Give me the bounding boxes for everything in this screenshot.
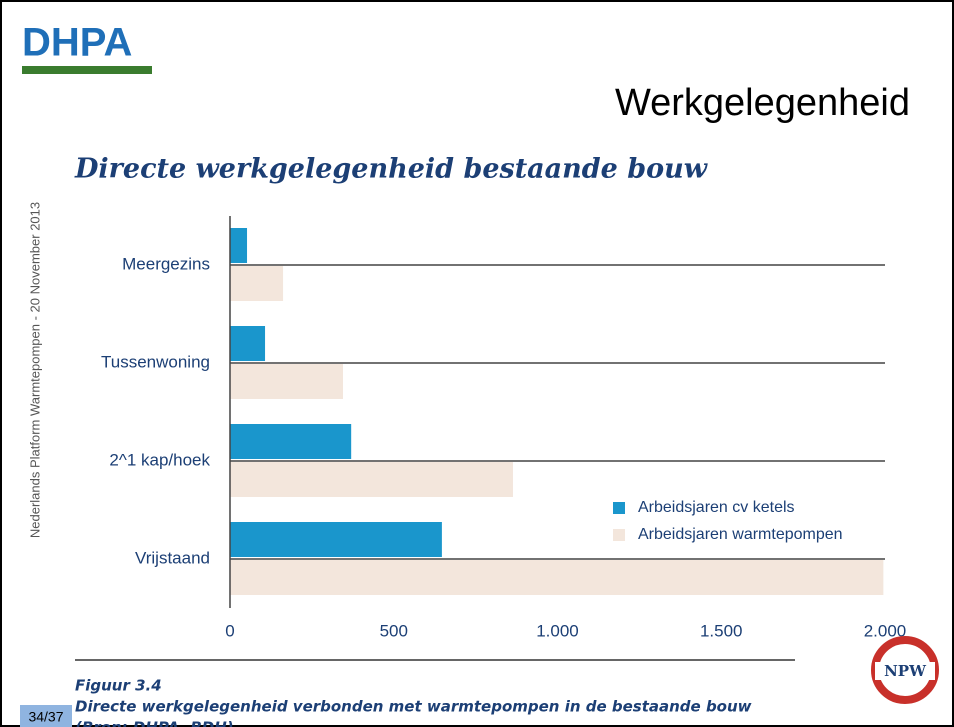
figure-caption: Directe werkgelegenheid verbonden met wa… <box>75 698 752 716</box>
slide-title: Werkgelegenheid <box>615 82 910 124</box>
legend-label: Arbeidsjaren warmtepompen <box>638 526 843 543</box>
legend-label: Arbeidsjaren cv ketels <box>638 499 795 516</box>
bar <box>230 560 884 595</box>
figure-source: (Bron: DHPA, BDH) <box>75 719 234 727</box>
logo-bar <box>22 66 152 74</box>
logo: DHPA <box>22 21 132 65</box>
side-text: Nederlands Platform Warmtepompen - 20 No… <box>27 202 42 538</box>
y-tick-label: Tussenwoning <box>101 352 210 371</box>
npw-band <box>875 662 935 680</box>
x-tick-label: 2.000 <box>864 621 907 640</box>
page-number: 34/37 <box>28 709 63 725</box>
bar <box>230 522 442 557</box>
chart-title: Directe werkgelegenheid bestaande bouw <box>74 154 709 185</box>
x-tick-label: 1.000 <box>536 621 579 640</box>
bar <box>230 228 248 263</box>
bar <box>230 326 266 361</box>
plot: 0 500 1.000 1.500 2.000 Meergezins Tussenwonin… <box>101 216 906 640</box>
page-number-box <box>20 705 72 727</box>
x-tick-label: 1.500 <box>700 621 743 640</box>
bar <box>230 364 343 399</box>
x-tick-label: 0 <box>225 621 234 640</box>
bar <box>230 462 513 497</box>
npw-logo: NPW <box>884 662 927 680</box>
x-tick-label: 500 <box>380 621 408 640</box>
legend-swatch <box>613 529 625 541</box>
bar <box>230 424 352 459</box>
figure-label: Figuur 3.4 <box>75 677 162 695</box>
legend-swatch <box>613 502 625 514</box>
y-tick-label: Meergezins <box>122 254 210 273</box>
bar <box>230 266 284 301</box>
y-tick-label: Vrijstaand <box>135 548 210 567</box>
y-tick-label: 2^1 kap/hoek <box>109 450 210 469</box>
